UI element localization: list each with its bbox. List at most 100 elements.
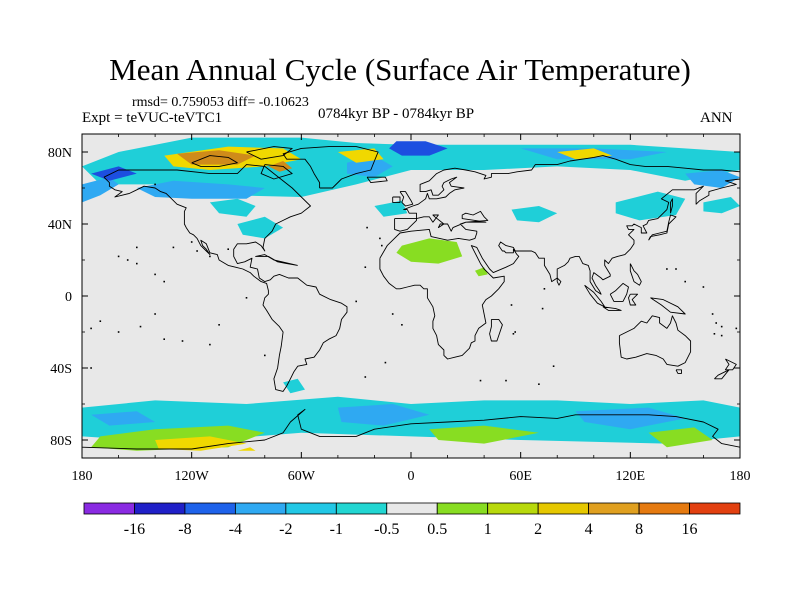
anomaly-region — [703, 197, 740, 214]
coastline — [282, 146, 379, 189]
island-dot — [541, 307, 544, 310]
island-dot — [510, 304, 513, 306]
island-dot — [364, 266, 367, 268]
island-dot — [264, 354, 266, 357]
colorbar-swatch — [588, 502, 640, 515]
colorbar-swatch — [335, 502, 388, 515]
island-dot — [505, 379, 507, 382]
lon-tick-label: 60E — [509, 469, 532, 484]
island-dot — [209, 255, 211, 258]
anomaly-region — [429, 425, 539, 444]
colorbar-label: 2 — [534, 521, 542, 538]
island-dot — [514, 331, 516, 333]
coastline — [609, 282, 629, 302]
anomaly-region — [237, 216, 284, 239]
coastline — [629, 263, 642, 286]
colorbar-swatch — [184, 502, 236, 515]
island-dot — [172, 246, 175, 249]
season-label: ANN — [700, 110, 733, 126]
colorbar-label: 8 — [635, 521, 643, 538]
colorbar-swatch — [83, 502, 135, 515]
island-dot — [245, 297, 248, 299]
anomaly-region — [389, 141, 448, 156]
island-dot — [196, 250, 198, 252]
island-dot — [543, 288, 546, 290]
island-dot — [163, 280, 165, 283]
coastline — [255, 254, 298, 266]
colorbar-label: 0.5 — [427, 521, 447, 538]
anomaly-region — [685, 170, 740, 188]
island-dot — [117, 255, 120, 258]
anomaly-region — [575, 407, 686, 430]
lon-tick-label: 180 — [72, 469, 93, 484]
coastline — [260, 164, 293, 180]
colorbar-swatch — [689, 502, 741, 515]
island-dot — [139, 325, 142, 328]
period-label: 0784kyr BP - 0784kyr BP — [318, 106, 475, 122]
island-dot — [154, 183, 156, 186]
colorbar-label: -0.5 — [374, 521, 399, 538]
colorbar-label: 4 — [585, 521, 593, 538]
island-dot — [218, 324, 220, 326]
experiment-label: Expt = teVUC-teVTC1 — [82, 110, 223, 126]
coastline — [670, 198, 673, 214]
anomaly-region — [374, 200, 408, 217]
anomaly-region — [337, 148, 384, 163]
colorbar-swatch — [436, 502, 489, 515]
island-dot — [99, 320, 102, 322]
island-dot — [227, 248, 229, 250]
coastline — [650, 297, 686, 315]
coastline — [648, 214, 677, 241]
anomaly-region — [511, 206, 558, 223]
colorbar-swatch — [638, 502, 690, 515]
colorbar-swatch — [285, 502, 337, 515]
anomaly-region — [237, 447, 256, 451]
coastline — [628, 293, 639, 306]
island-dot — [666, 268, 668, 270]
coastline — [379, 155, 740, 360]
island-dot — [90, 367, 92, 369]
coastline — [191, 155, 238, 167]
colorbar-swatch — [234, 502, 287, 515]
anomaly-region — [209, 198, 256, 217]
island-dot — [702, 286, 705, 288]
axis-ticks: 180 120W 60W 0 60E 120E 180 80N 40N 0 40S 80S — [48, 134, 751, 484]
coastline — [82, 408, 740, 450]
anomaly-region — [615, 191, 686, 221]
coastline — [103, 164, 348, 392]
island-dot — [715, 322, 717, 324]
lon-tick-label: 120W — [175, 469, 210, 484]
lon-tick-label: 60W — [288, 469, 316, 484]
island-dot — [381, 244, 383, 247]
colorbar-swatch — [386, 502, 438, 515]
island-dot — [209, 343, 211, 346]
anomaly-region — [396, 238, 463, 264]
island-dot — [90, 327, 92, 330]
plot-title: Mean Annual Cycle (Surface Air Temperatu… — [109, 52, 691, 87]
coastlines — [82, 146, 740, 450]
coastline — [675, 369, 682, 374]
island-dots — [90, 183, 738, 385]
colorbar: -16 -8 -4 -2 -1 -0.5 0.5 1 2 4 8 16 — [83, 502, 741, 538]
island-dot — [136, 262, 138, 265]
coastline — [394, 218, 417, 232]
island-dot — [713, 333, 716, 335]
island-dot — [479, 379, 482, 382]
colorbar-label: -1 — [330, 521, 343, 538]
anomaly-region — [91, 411, 156, 426]
island-dot — [126, 259, 129, 261]
colorbar-swatch — [487, 502, 539, 515]
coastline — [489, 318, 503, 342]
lon-tick-label: 120E — [616, 469, 646, 484]
lat-tick-label: 0 — [65, 290, 72, 305]
colorbar-label: -16 — [124, 521, 145, 538]
colorbar-label: -8 — [178, 521, 191, 538]
island-dot — [552, 365, 555, 367]
island-dot — [512, 333, 515, 335]
coastline — [392, 196, 401, 203]
island-dot — [720, 325, 723, 328]
island-dot — [735, 327, 738, 330]
coastline — [246, 146, 293, 160]
anomaly-region — [155, 436, 247, 451]
coastline — [366, 176, 388, 184]
